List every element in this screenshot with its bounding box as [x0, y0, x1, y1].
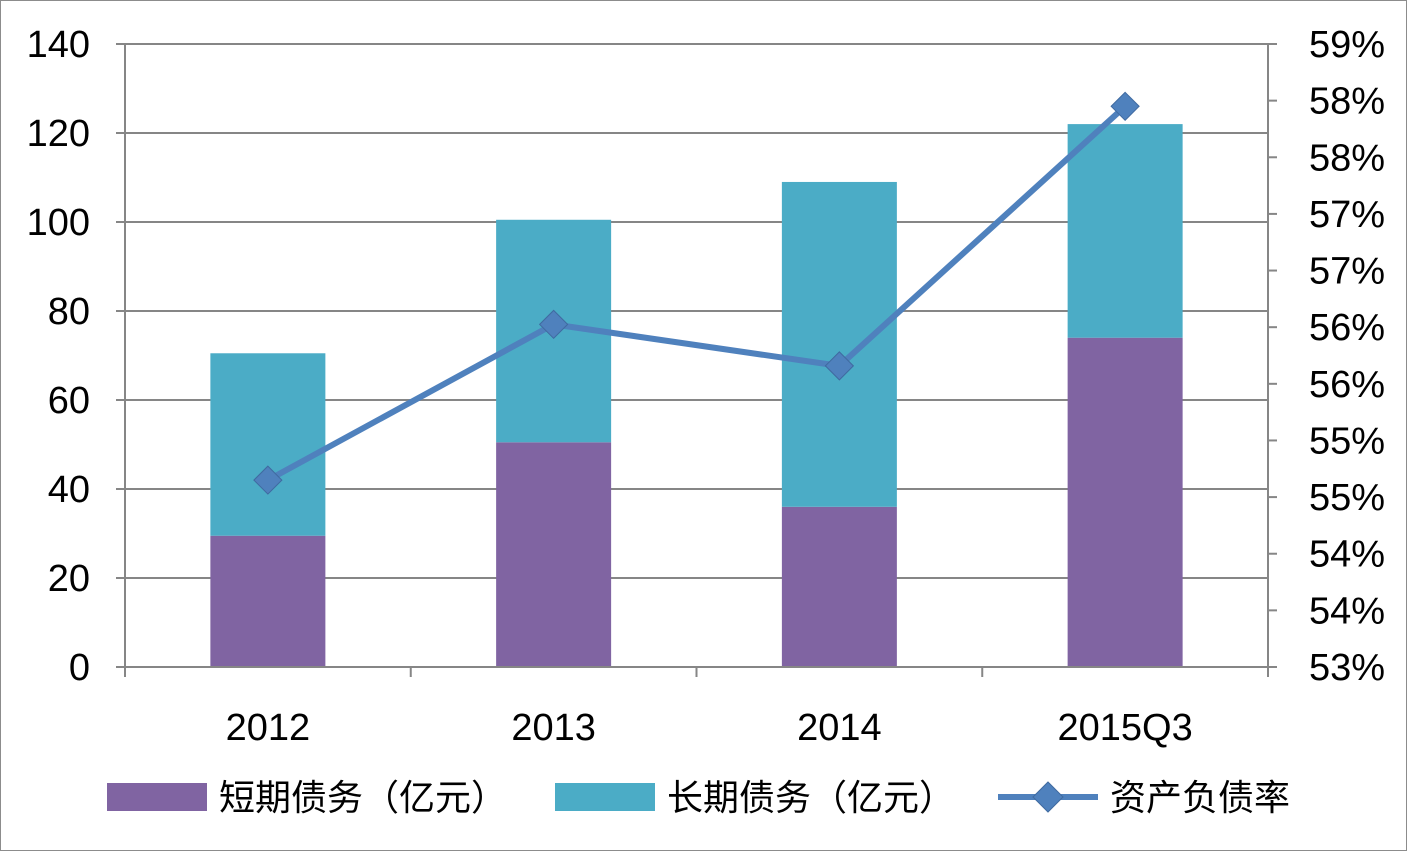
left-tick-label: 120 [27, 113, 90, 155]
bar-segment-series-2 [210, 353, 326, 536]
category-label: 2012 [226, 707, 311, 749]
right-tick-label: 54% [1309, 590, 1385, 632]
bar-segment-series-2 [781, 181, 897, 507]
left-tick-label: 0 [69, 647, 90, 689]
bar-segment-series-1 [1067, 337, 1183, 667]
axis-labels: 0 20 40 60 80 100 120 140 53% 54% 54% 55% 55% 56% 56% 5… [27, 24, 1385, 749]
left-tick-label: 40 [48, 469, 90, 511]
bar-segment-series-2 [1067, 124, 1183, 338]
right-tick-label: 55% [1309, 420, 1385, 462]
left-tick-label: 100 [27, 202, 90, 244]
line-point-marker [824, 351, 855, 381]
legend: 短期债务（亿元） 长期债务（亿元） 资产负债率 [107, 778, 1290, 819]
legend-label-1: 短期债务（亿元） [219, 778, 507, 819]
line-point-marker [253, 465, 283, 495]
category-label: 2014 [797, 707, 882, 749]
legend-swatch-1 [107, 783, 207, 811]
debt-ratio-line [266, 104, 1128, 483]
axes [116, 43, 1277, 677]
legend-swatch-2 [555, 783, 655, 811]
right-tick-label: 55% [1309, 477, 1385, 519]
category-label: 2013 [511, 707, 596, 749]
bar-segment-series-1 [781, 506, 897, 667]
line-series [253, 91, 1140, 495]
right-tick-label: 57% [1309, 194, 1385, 236]
line-point-marker [1110, 91, 1140, 122]
left-tick-label: 140 [27, 24, 90, 66]
right-tick-label: 58% [1309, 137, 1385, 179]
right-tick-label: 56% [1309, 307, 1385, 349]
legend-label-3: 资产负债率 [1110, 778, 1290, 819]
bar-segment-series-1 [210, 535, 326, 667]
right-tick-label: 56% [1309, 364, 1385, 406]
legend-diamond-marker [1032, 781, 1064, 813]
right-tick-label: 57% [1309, 251, 1385, 293]
category-label: 2015Q3 [1058, 707, 1193, 749]
right-tick-label: 53% [1309, 647, 1385, 689]
left-tick-label: 60 [48, 380, 90, 422]
right-tick-label: 59% [1309, 24, 1385, 66]
left-tick-label: 20 [48, 558, 90, 600]
legend-label-2: 长期债务（亿元） [667, 778, 955, 819]
right-tick-label: 54% [1309, 534, 1385, 576]
line-point-marker [538, 309, 569, 340]
right-tick-label: 58% [1309, 81, 1385, 123]
bar-segment-series-1 [496, 442, 612, 667]
left-tick-label: 80 [48, 291, 90, 333]
